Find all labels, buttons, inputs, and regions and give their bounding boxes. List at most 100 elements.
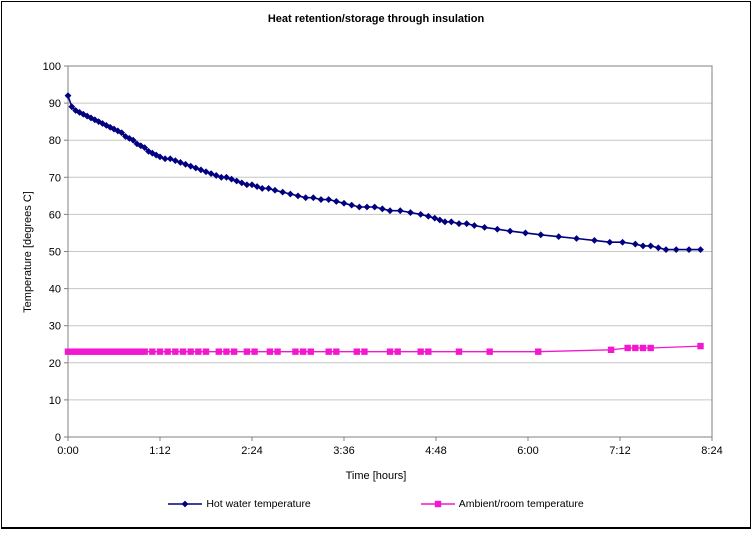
x-axis-title: Time [hours] — [345, 470, 407, 482]
data-marker — [417, 348, 424, 355]
data-marker — [425, 348, 432, 355]
x-tick-label: 0:00 — [57, 445, 78, 457]
data-marker — [129, 136, 137, 144]
data-marker — [133, 348, 141, 355]
data-marker — [233, 177, 241, 185]
data-marker — [573, 235, 580, 242]
data-marker — [126, 348, 133, 355]
data-marker — [431, 214, 439, 222]
y-tick-label: 10 — [49, 395, 61, 407]
data-marker — [424, 212, 432, 220]
data-marker — [141, 348, 148, 355]
data-marker — [363, 203, 371, 211]
data-marker — [266, 348, 274, 355]
y-tick-label: 80 — [49, 135, 61, 147]
data-marker — [325, 348, 332, 355]
plot-area: 0 10 20 30 40 50 60 70 80 90 100 0:00 1:12 2:24 3:36 4:… — [43, 61, 723, 457]
y-tick-label: 30 — [49, 321, 61, 333]
data-marker — [223, 348, 230, 355]
y-tick-label: 90 — [49, 98, 61, 110]
data-marker — [149, 348, 156, 355]
data-marker — [195, 348, 202, 355]
data-marker — [647, 344, 654, 352]
data-marker — [607, 346, 615, 354]
data-marker — [355, 203, 363, 211]
data-marker — [417, 211, 425, 218]
legend-label: Hot water temperature — [206, 498, 311, 510]
x-tick-label: 7:12 — [609, 445, 630, 457]
data-marker — [386, 348, 394, 355]
legend-marker — [181, 500, 189, 508]
data-marker — [286, 190, 294, 198]
data-marker — [161, 155, 169, 163]
data-marker — [481, 223, 488, 231]
data-marker — [619, 238, 626, 246]
data-marker — [353, 348, 360, 355]
data-marker — [110, 348, 118, 355]
legend-item-ambient: Ambient/room temperature — [420, 498, 584, 510]
data-marker — [333, 348, 340, 355]
data-marker — [463, 220, 471, 228]
data-marker — [95, 348, 102, 355]
x-tick-label: 4:48 — [425, 445, 446, 457]
data-marker — [80, 348, 87, 355]
data-marker — [697, 246, 704, 254]
data-marker — [317, 196, 325, 203]
data-marker — [197, 166, 205, 174]
data-marker — [292, 348, 299, 355]
x-tick-label: 8:24 — [701, 445, 722, 457]
data-marker — [228, 175, 235, 183]
data-marker — [302, 194, 310, 202]
data-marker — [606, 238, 614, 246]
data-marker — [215, 348, 222, 355]
data-marker — [470, 222, 478, 229]
data-marker — [68, 348, 76, 355]
legend-label: Ambient/room temperature — [458, 498, 584, 510]
data-marker — [441, 218, 449, 226]
data-marker — [591, 236, 598, 244]
data-marker — [307, 348, 314, 355]
data-marker — [202, 348, 210, 355]
data-marker — [72, 348, 79, 355]
data-marker — [631, 240, 639, 248]
data-marker — [371, 203, 379, 211]
data-marker — [396, 207, 404, 215]
y-tick-label: 50 — [49, 247, 61, 259]
data-marker — [141, 144, 149, 152]
data-marker — [212, 172, 220, 179]
data-marker — [294, 192, 302, 200]
data-marker — [103, 348, 110, 355]
data-marker — [125, 134, 133, 142]
data-marker — [271, 186, 279, 194]
data-marker — [647, 242, 655, 250]
y-tick-label: 20 — [49, 358, 61, 370]
data-marker — [137, 348, 145, 355]
data-marker — [447, 218, 455, 226]
y-tick-label: 100 — [43, 61, 61, 73]
data-marker — [122, 348, 129, 355]
series-line — [67, 95, 701, 251]
data-marker — [361, 348, 368, 355]
data-marker — [506, 227, 514, 235]
legend-marker — [434, 500, 441, 508]
data-marker — [91, 348, 99, 355]
data-marker — [217, 173, 225, 181]
y-tick-label: 70 — [49, 172, 61, 184]
data-marker — [118, 129, 126, 137]
data-marker — [309, 194, 317, 202]
data-marker — [152, 151, 160, 159]
data-marker — [171, 157, 179, 165]
data-marker — [187, 348, 194, 355]
x-tick-label: 2:24 — [241, 445, 262, 457]
y-axis-title: Temperature [degrees C] — [22, 191, 34, 313]
data-marker — [274, 348, 281, 355]
legend-item-hot-water: Hot water temperature — [168, 498, 311, 510]
data-marker — [340, 199, 348, 207]
data-marker — [455, 220, 463, 228]
data-marker — [537, 231, 545, 239]
legend-marker-diamond-icon — [168, 500, 203, 508]
data-marker — [72, 107, 80, 114]
data-marker — [148, 149, 156, 157]
data-marker — [87, 348, 95, 355]
data-marker — [223, 173, 230, 181]
